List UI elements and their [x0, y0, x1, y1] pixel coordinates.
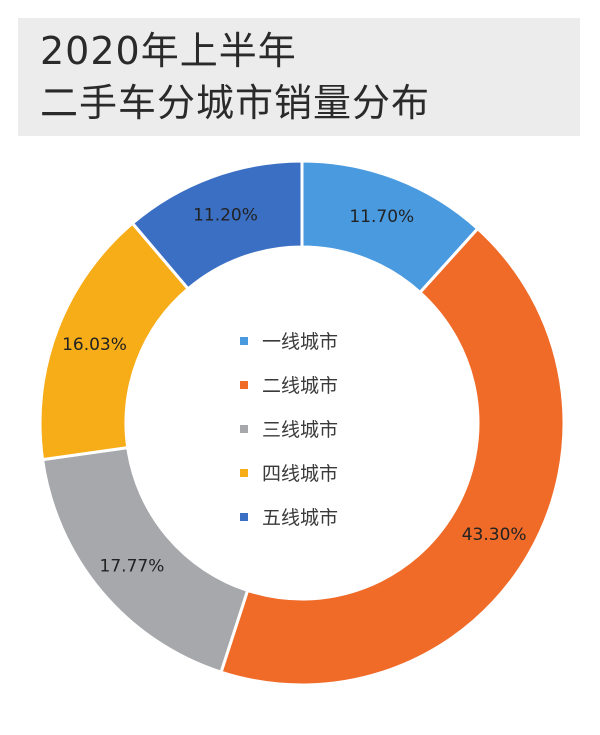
legend-label-4: 四线城市	[262, 463, 338, 485]
legend-swatch-3	[240, 425, 248, 433]
percent-label-2: 43.30%	[462, 525, 527, 545]
percent-label-5: 11.20%	[193, 206, 258, 226]
legend-label-2: 二线城市	[262, 375, 338, 397]
legend-swatch-1	[240, 337, 248, 345]
slice-2	[221, 229, 564, 685]
percent-label-1: 11.70%	[349, 207, 414, 227]
legend-swatch-2	[240, 381, 248, 389]
legend-label-3: 三线城市	[262, 419, 338, 441]
legend-swatch-5	[240, 513, 248, 521]
legend-label-1: 一线城市	[262, 331, 338, 353]
legend-swatch-4	[240, 469, 248, 477]
percent-label-4: 16.03%	[62, 335, 127, 355]
percent-label-3: 17.77%	[100, 557, 165, 577]
legend-label-5: 五线城市	[262, 507, 338, 529]
